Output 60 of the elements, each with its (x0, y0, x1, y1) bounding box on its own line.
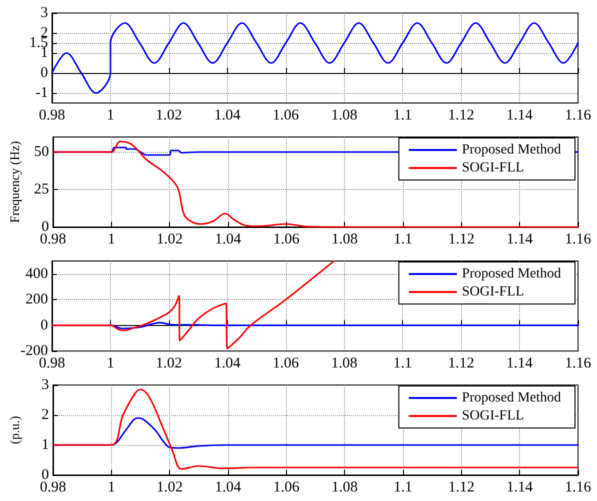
x-tick-label: 1.06 (273, 232, 300, 248)
legend-label: SOGI-FLL (462, 408, 524, 424)
y-tick-label: 50 (34, 144, 49, 160)
x-tick-label: 1.16 (564, 108, 592, 124)
x-tick-label: 1.06 (272, 356, 300, 372)
x-tick-label: 1.14 (506, 108, 534, 124)
legend-label: Proposed Method (462, 142, 562, 158)
line-series (52, 140, 579, 228)
y-tick-label: 1 (42, 437, 49, 453)
line-series (51, 22, 579, 94)
x-tick-label: 1.02 (156, 480, 183, 496)
x-tick-label: 1 (106, 108, 114, 124)
x-tick-label: 1.04 (214, 232, 242, 248)
x-tick-label: 1.1 (393, 108, 412, 124)
x-tick-label: 1 (106, 356, 114, 372)
x-tick-label: 1.06 (272, 108, 300, 124)
y-tick-label: 3 (40, 5, 48, 21)
x-tick-label: 1.02 (156, 356, 182, 372)
x-tick-label: 1.04 (214, 356, 241, 372)
x-tick-label: 1.1 (394, 480, 412, 496)
y-axis-title: Frequency (Hz) (7, 141, 22, 223)
x-tick-label: 1.06 (273, 480, 300, 496)
x-tick-label: 0.98 (38, 108, 66, 124)
x-tick-label: 1.16 (564, 356, 592, 372)
y-tick-label: 0 (40, 317, 48, 334)
x-tick-label: 1.02 (156, 108, 182, 124)
x-tick-label: 1.04 (214, 108, 241, 124)
legend-label: Proposed Method (462, 266, 562, 282)
x-tick-label: 1.1 (393, 356, 412, 372)
x-tick-label: 1.14 (506, 232, 534, 248)
x-tick-label: 1.12 (448, 480, 474, 496)
x-tick-label: 1.08 (331, 356, 358, 372)
line-series (51, 260, 335, 350)
x-tick-label: 1.08 (332, 232, 358, 248)
x-tick-label: 1.04 (214, 480, 242, 496)
x-tick-label: 1.12 (448, 232, 474, 248)
x-tick-label: 1.08 (331, 108, 358, 124)
line-series (52, 388, 579, 470)
legend-label: Proposed Method (462, 390, 562, 406)
x-tick-label: 1.02 (156, 232, 183, 248)
x-tick-label: 1.12 (448, 356, 474, 372)
x-tick-label: 1.14 (506, 356, 534, 372)
legend-label: SOGI-FLL (462, 160, 524, 176)
x-tick-label: 1.08 (332, 480, 358, 496)
y-tick-label: 0 (40, 65, 48, 81)
x-tick-label: 1.16 (564, 480, 592, 496)
y-tick-label: 25 (34, 182, 49, 198)
y-axis-title: (p.u.) (7, 416, 22, 444)
y-tick-label: 3 (42, 377, 49, 393)
y-tick-label: -1 (36, 85, 48, 101)
y-tick-label: 400 (26, 266, 48, 282)
y-tick-label: 200 (26, 292, 48, 308)
legend-label: SOGI-FLL (462, 284, 524, 300)
x-tick-label: 1.1 (394, 232, 412, 248)
x-tick-label: 1.14 (506, 480, 534, 496)
x-tick-label: 1.12 (448, 108, 474, 124)
y-tick-label: 2 (42, 407, 49, 423)
x-tick-label: 1 (108, 480, 116, 496)
x-tick-label: 1 (108, 232, 116, 248)
x-tick-label: 1.16 (564, 232, 592, 248)
